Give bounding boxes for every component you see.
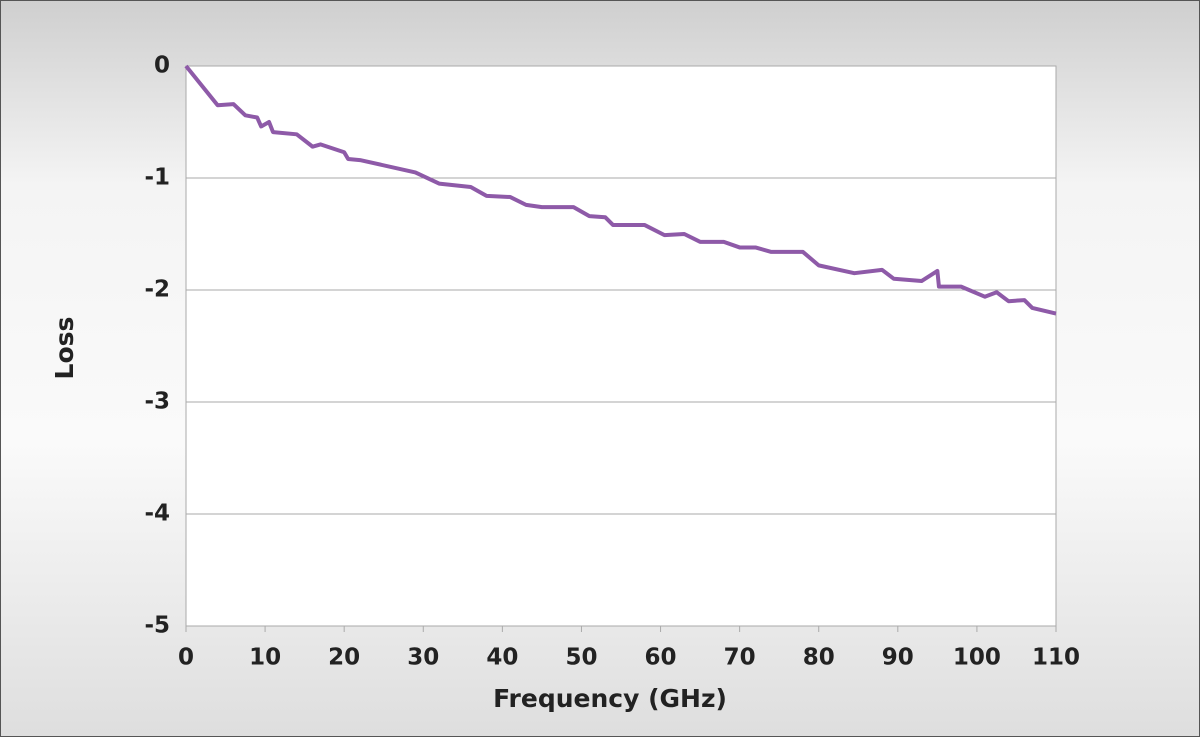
y-tick-label: -1 xyxy=(144,165,170,191)
y-tick-label: -3 xyxy=(144,389,170,415)
x-tick-label: 110 xyxy=(1032,645,1080,671)
x-axis-title: Frequency (GHz) xyxy=(493,684,727,713)
x-tick-label: 40 xyxy=(486,645,518,671)
x-tick-label: 30 xyxy=(407,645,439,671)
x-tick-label: 90 xyxy=(882,645,914,671)
x-tick-label: 80 xyxy=(803,645,835,671)
y-tick-label: -2 xyxy=(144,277,170,303)
y-tick-label: -4 xyxy=(144,501,170,527)
y-axis-title: Loss xyxy=(50,317,79,380)
x-tick-label: 10 xyxy=(249,645,281,671)
x-tick-label: 20 xyxy=(328,645,360,671)
data-line xyxy=(184,64,1057,316)
x-tick-label: 60 xyxy=(645,645,677,671)
y-tick-label: 0 xyxy=(154,53,170,79)
y-tick-label: -5 xyxy=(144,613,170,639)
x-tick-label: 100 xyxy=(953,645,1001,671)
x-tick-label: 70 xyxy=(724,645,756,671)
x-tick-label: 50 xyxy=(565,645,597,671)
x-tick-label: 0 xyxy=(178,645,194,671)
plot-area xyxy=(185,65,1057,627)
